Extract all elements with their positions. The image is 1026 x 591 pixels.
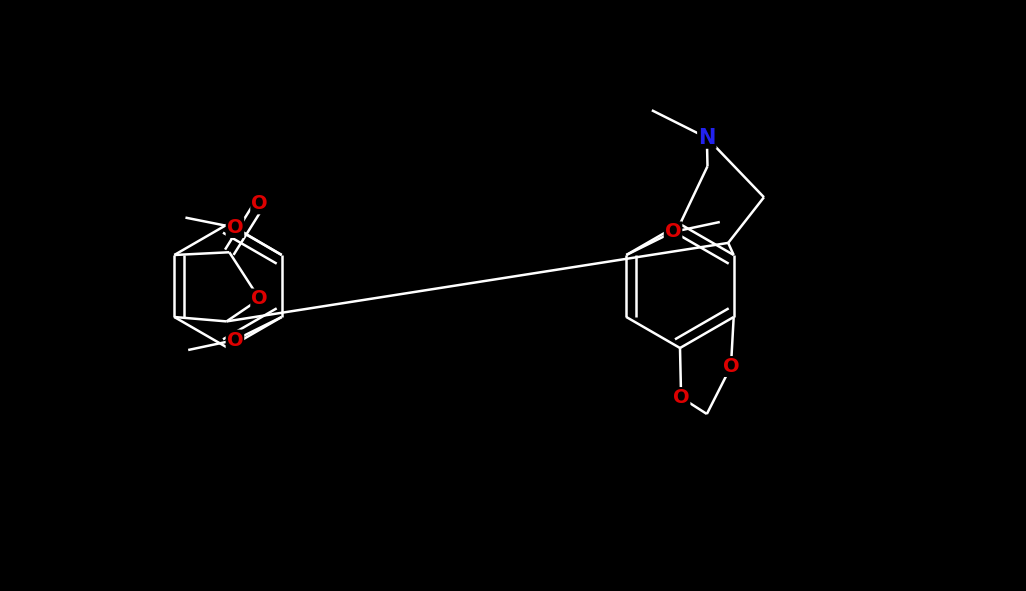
Text: O: O	[251, 194, 268, 213]
Text: O: O	[673, 388, 689, 407]
Text: O: O	[227, 330, 243, 350]
Text: O: O	[665, 222, 681, 241]
Text: O: O	[227, 218, 243, 237]
Text: N: N	[698, 128, 715, 148]
Text: O: O	[722, 357, 740, 376]
Text: O: O	[251, 290, 268, 309]
